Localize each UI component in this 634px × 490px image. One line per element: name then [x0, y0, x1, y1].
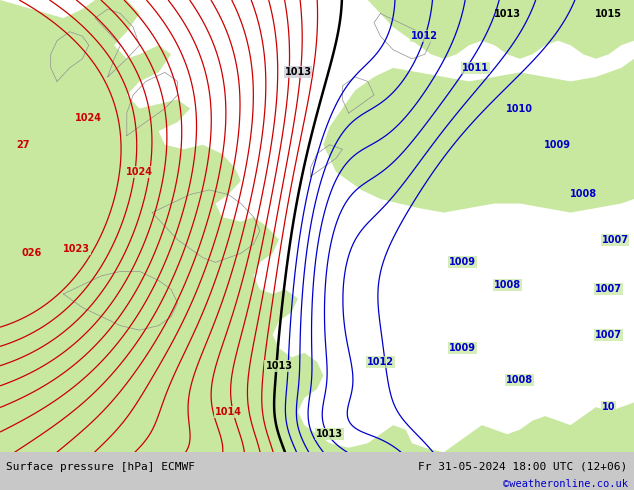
Text: 1014: 1014	[215, 407, 242, 416]
Text: 1008: 1008	[570, 190, 597, 199]
Text: Surface pressure [hPa] ECMWF: Surface pressure [hPa] ECMWF	[6, 462, 195, 471]
Text: 1009: 1009	[450, 257, 476, 268]
Text: 1013: 1013	[494, 8, 521, 19]
Text: 1024: 1024	[75, 113, 102, 122]
Text: 1023: 1023	[63, 244, 89, 254]
Text: 1007: 1007	[602, 235, 628, 245]
Text: 1011: 1011	[462, 63, 489, 73]
Text: 1013: 1013	[266, 361, 292, 371]
Text: 1009: 1009	[450, 343, 476, 353]
Polygon shape	[444, 402, 634, 452]
Text: ©weatheronline.co.uk: ©weatheronline.co.uk	[503, 479, 628, 490]
Text: 1012: 1012	[367, 357, 394, 367]
Text: 1013: 1013	[285, 67, 311, 77]
Polygon shape	[368, 0, 634, 59]
Text: 1024: 1024	[126, 167, 153, 177]
Text: 1013: 1013	[316, 429, 343, 439]
Text: 1008: 1008	[507, 375, 533, 385]
Text: 27: 27	[16, 140, 30, 150]
Polygon shape	[0, 0, 444, 452]
Text: 026: 026	[22, 248, 42, 258]
Text: 1012: 1012	[411, 31, 438, 41]
Text: 1009: 1009	[545, 140, 571, 150]
Text: 1007: 1007	[595, 330, 622, 340]
Text: 1010: 1010	[507, 103, 533, 114]
Text: Fr 31-05-2024 18:00 UTC (12+06): Fr 31-05-2024 18:00 UTC (12+06)	[418, 462, 628, 471]
Polygon shape	[323, 59, 634, 213]
Text: 1007: 1007	[595, 285, 622, 294]
Text: 1015: 1015	[595, 8, 622, 19]
Text: 10: 10	[602, 402, 616, 412]
Text: 1008: 1008	[494, 280, 521, 290]
